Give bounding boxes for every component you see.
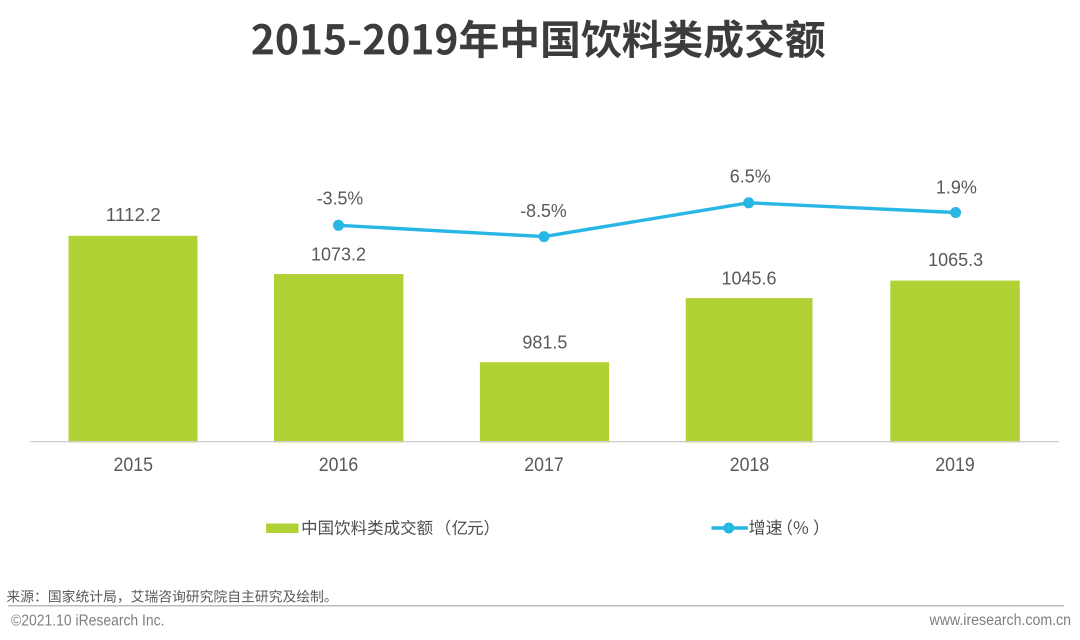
svg-text:1045.6: 1045.6 (722, 267, 777, 288)
svg-text:2017: 2017 (524, 455, 564, 476)
svg-text:www.iresearch.com.cn: www.iresearch.com.cn (929, 612, 1071, 629)
svg-text:1073.2: 1073.2 (311, 244, 366, 265)
svg-text:1112.2: 1112.2 (106, 204, 161, 225)
svg-text:2019: 2019 (935, 455, 975, 476)
svg-text:-8.5%: -8.5% (520, 200, 567, 221)
svg-text:1065.3: 1065.3 (928, 249, 983, 270)
svg-text:2016: 2016 (319, 455, 359, 476)
svg-text:2015: 2015 (114, 455, 154, 476)
svg-text:981.5: 981.5 (522, 331, 567, 352)
svg-text:1.9%: 1.9% (936, 177, 977, 198)
svg-text:2018: 2018 (730, 455, 770, 476)
svg-text:-3.5%: -3.5% (317, 188, 364, 209)
svg-text:6.5%: 6.5% (730, 166, 771, 187)
svg-text:©2021.10 iResearch Inc.: ©2021.10 iResearch Inc. (11, 613, 165, 630)
